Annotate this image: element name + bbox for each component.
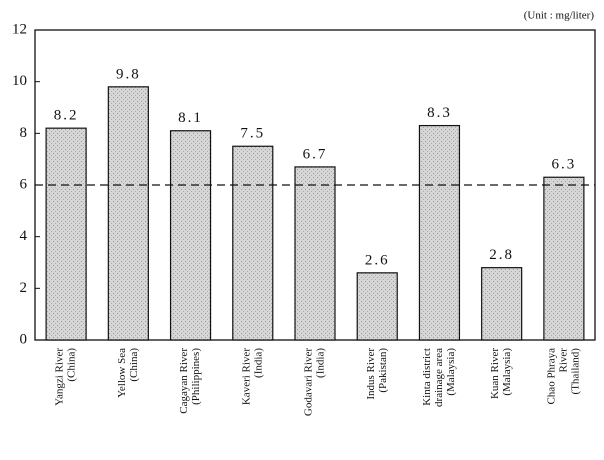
- bar: [356, 272, 398, 341]
- y-tick-label: 0: [20, 331, 28, 347]
- bar: [481, 267, 523, 341]
- bar: [232, 145, 274, 341]
- bar: [418, 124, 461, 341]
- y-tick-label: 8: [20, 125, 28, 141]
- x-tick-label: (China): [66, 348, 78, 382]
- x-tick-label: (Malaysia): [445, 348, 457, 396]
- bar: [169, 130, 212, 341]
- y-tick-label: 2: [20, 280, 28, 296]
- x-tick-label: (Philippines): [190, 348, 202, 405]
- value-label: 2.6: [365, 252, 390, 268]
- x-tick-label: Kinta district: [421, 348, 433, 406]
- bar: [543, 176, 585, 341]
- y-tick-label: 6: [20, 176, 28, 192]
- x-tick-label: Chao Phraya: [545, 348, 557, 405]
- x-tick-label: Indus River: [365, 348, 377, 400]
- y-tick-label: 4: [20, 228, 28, 244]
- bar: [107, 86, 149, 341]
- bar: [45, 127, 87, 341]
- x-tick-label: (China): [128, 348, 140, 382]
- x-tick-label: Yangzi River: [54, 348, 66, 406]
- value-label: 8.2: [54, 108, 79, 124]
- y-tick-label: 12: [12, 21, 27, 37]
- unit-annotation: (Unit : mg/liter): [524, 10, 595, 22]
- x-tick-label: Kaveri River: [240, 348, 252, 405]
- x-tick-label: drainage area: [433, 348, 445, 407]
- x-tick-label: Cagayan River: [178, 348, 190, 414]
- value-label: 6.3: [552, 157, 577, 173]
- bar: [294, 166, 336, 341]
- value-label: 2.8: [489, 247, 514, 263]
- y-tick-label: 10: [12, 73, 27, 89]
- value-label: 8.1: [178, 110, 203, 126]
- value-label: 6.7: [303, 146, 328, 162]
- value-label: 8.3: [427, 105, 452, 121]
- x-tick-label: (India): [315, 348, 327, 378]
- x-tick-label: (Thailand): [569, 348, 581, 395]
- x-tick-label: (India): [252, 348, 264, 378]
- value-label: 9.8: [116, 66, 141, 82]
- x-tick-label: Godavari River: [303, 348, 315, 416]
- x-tick-label: Kuan River: [489, 348, 501, 399]
- x-tick-label: Yellow Sea: [116, 348, 128, 398]
- x-tick-label: (Malaysia): [501, 348, 513, 396]
- value-label: 7.5: [240, 126, 265, 142]
- x-tick-label: (Pakistan): [377, 348, 389, 393]
- x-tick-label: River: [557, 348, 569, 373]
